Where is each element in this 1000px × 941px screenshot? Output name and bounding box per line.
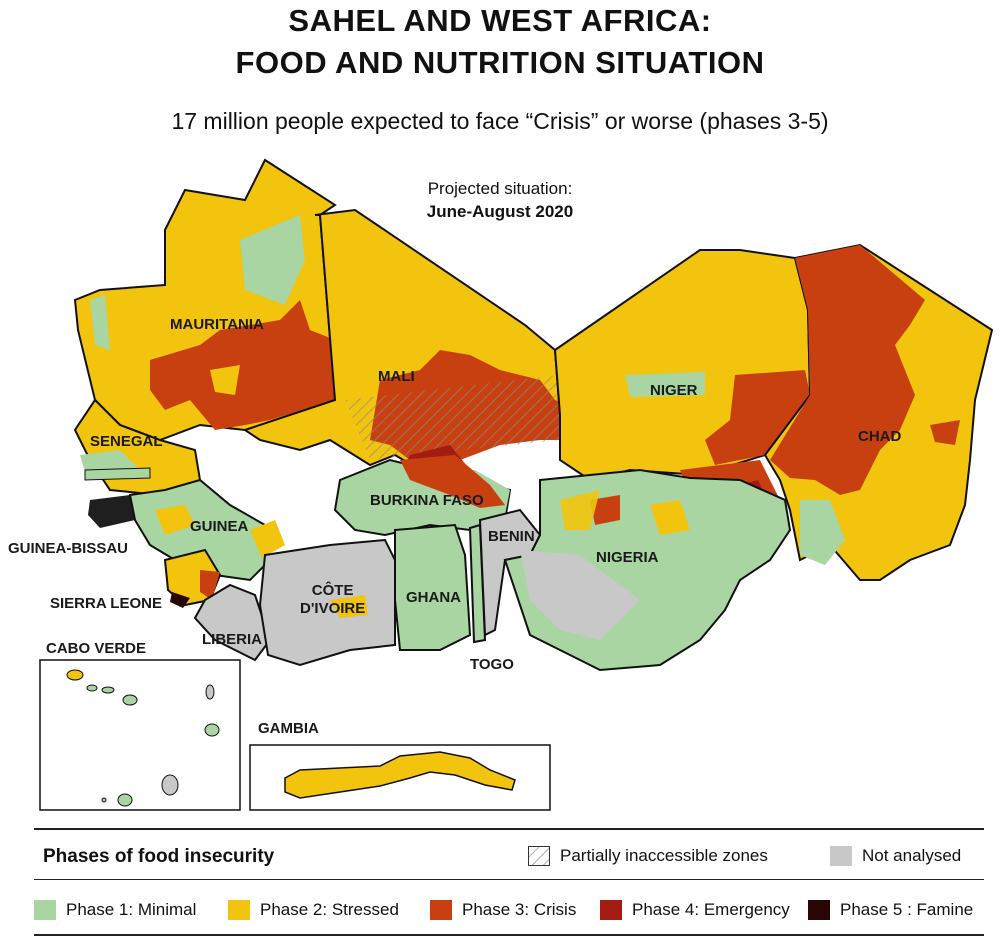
inset-cabo-verde (39, 659, 241, 811)
legend-label-phase5: Phase 5 : Famine (840, 900, 974, 919)
phase3-swatch (430, 900, 452, 920)
label-senegal: SENEGAL (90, 433, 163, 450)
projection-caption: Projected situation: June-August 2020 (360, 177, 640, 223)
phase4-swatch (600, 900, 622, 920)
map-title-line-2: FOOD AND NUTRITION SITUATION (235, 45, 765, 80)
legend-item-inaccessible: Partially inaccessible zones (528, 846, 768, 866)
legend-label-not-analysed: Not analysed (862, 846, 962, 865)
legend-mid-rule (34, 879, 984, 880)
legend-top-rule (34, 828, 984, 830)
label-cabo-verde: CABO VERDE (46, 640, 147, 657)
label-guinea: GUINEA (190, 518, 249, 535)
region-cote-divoire (258, 538, 396, 667)
region-niger (553, 249, 812, 530)
label-burkina-faso: BURKINA FASO (370, 492, 484, 509)
label-mali: MALI (378, 368, 415, 385)
hatch-swatch (528, 846, 550, 866)
label-nigeria: NIGERIA (596, 549, 659, 566)
label-togo: TOGO (470, 656, 514, 673)
label-sierra-leone: SIERRA LEONE (50, 595, 162, 612)
map-subtitle: 17 million people expected to face “Cris… (171, 108, 829, 134)
map-title-line-1: SAHEL AND WEST AFRICA: (288, 3, 712, 38)
phase5-swatch (808, 900, 830, 920)
label-cote-divoire: CÔTE D'IVOIRE (300, 582, 366, 617)
legend-item-phase2: Phase 2: Stressed (228, 900, 399, 920)
legend-item-phase1: Phase 1: Minimal (34, 900, 196, 920)
region-sierra-leone (163, 548, 222, 608)
label-chad: CHAD (858, 428, 902, 445)
legend-label-phase4: Phase 4: Emergency (632, 900, 790, 919)
label-guinea-bissau: GUINEA-BISSAU (8, 540, 129, 557)
region-chad (763, 243, 994, 581)
legend-label-phase2: Phase 2: Stressed (260, 900, 399, 919)
region-burkina-faso (333, 455, 512, 537)
projection-label: Projected situation: (427, 179, 573, 198)
inset-gambia (249, 744, 551, 811)
projection-period: June-August 2020 (426, 202, 574, 221)
region-senegal (73, 398, 202, 528)
label-benin: BENIN (488, 528, 535, 545)
region-mali (242, 208, 580, 490)
label-ghana: GHANA (406, 589, 461, 606)
label-mauritania: MAURITANIA (170, 316, 264, 333)
region-guinea (128, 478, 285, 582)
legend-label-inaccessible: Partially inaccessible zones (560, 846, 768, 865)
not-analysed-swatch (830, 846, 852, 866)
region-liberia (193, 583, 272, 662)
region-mauritania (73, 158, 337, 442)
label-niger: NIGER (650, 382, 698, 399)
legend-item-phase3: Phase 3: Crisis (430, 900, 576, 920)
region-ghana (394, 523, 472, 651)
legend-item-phase5: Phase 5 : Famine (808, 900, 973, 920)
legend-label-phase3: Phase 3: Crisis (462, 900, 577, 919)
phase1-swatch (34, 900, 56, 920)
legend-label-phase1: Phase 1: Minimal (66, 900, 197, 919)
label-gambia: GAMBIA (258, 720, 319, 737)
region-nigeria (503, 468, 792, 672)
legend-item-phase4: Phase 4: Emergency (600, 900, 790, 920)
legend-item-not-analysed: Not analysed (830, 846, 961, 866)
legend-bottom-rule (34, 934, 984, 936)
phase2-swatch (228, 900, 250, 920)
label-liberia: LIBERIA (202, 631, 262, 648)
legend-title: Phases of food insecurity (43, 846, 275, 867)
